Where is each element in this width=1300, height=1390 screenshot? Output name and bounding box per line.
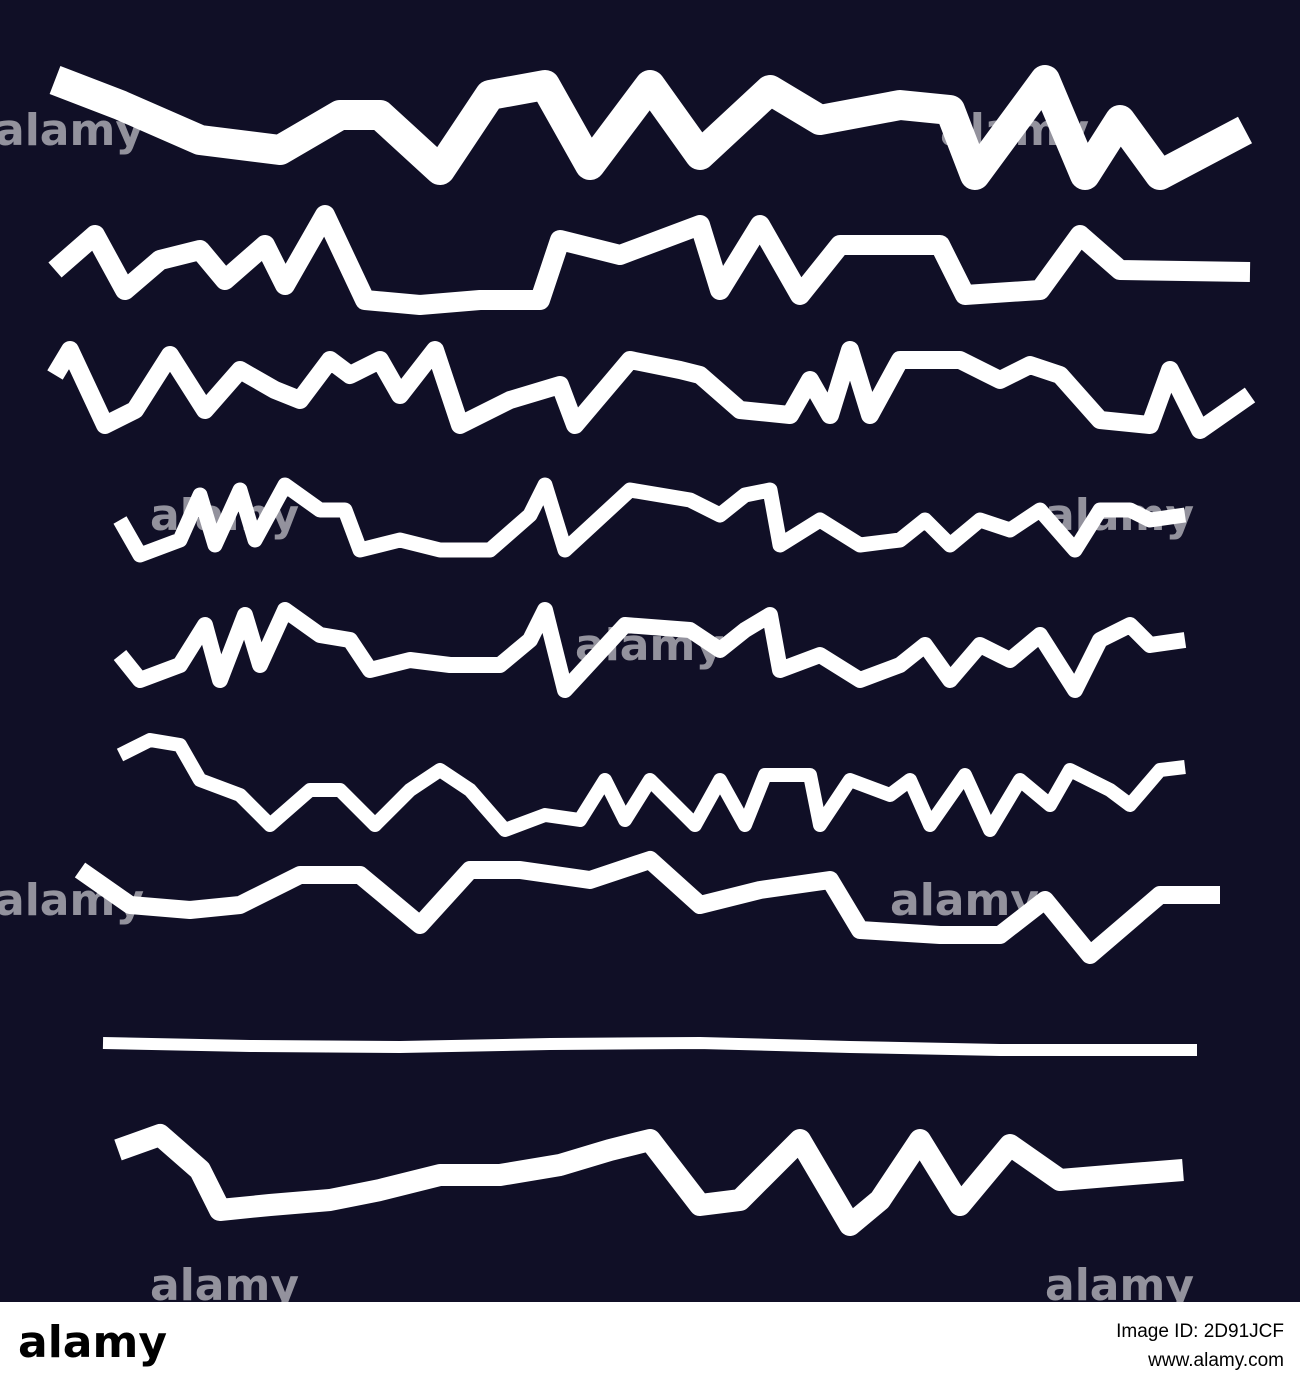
wave-stroke [48, 205, 1251, 315]
watermark: alamy [890, 875, 1039, 926]
watermark: alamy [575, 620, 724, 671]
watermark: alamy [0, 875, 144, 926]
footer-logo: alamy [18, 1317, 167, 1368]
footer-url: www.alamy.com [1147, 1350, 1284, 1371]
watermark: alamy [1045, 490, 1194, 541]
image-id: Image ID: 2D91JCF [1116, 1321, 1284, 1342]
wave-stroke [102, 1037, 1197, 1056]
brush-strokes [47, 65, 1256, 1236]
watermark: alamy [0, 105, 144, 156]
watermark: alamy [150, 490, 299, 541]
wave-stroke [113, 477, 1187, 563]
wave-stroke [74, 851, 1220, 964]
footer-bar [0, 1302, 1300, 1390]
wave-stroke [49, 65, 1253, 190]
watermarks: alamy alamy alamy alamy alamy alamy alam… [0, 105, 1194, 1311]
wave-stroke [116, 733, 1186, 837]
wave-stroke [47, 341, 1256, 439]
watermark: alamy [940, 105, 1089, 156]
wave-stroke [114, 1124, 1184, 1236]
wave-stroke [113, 602, 1187, 698]
